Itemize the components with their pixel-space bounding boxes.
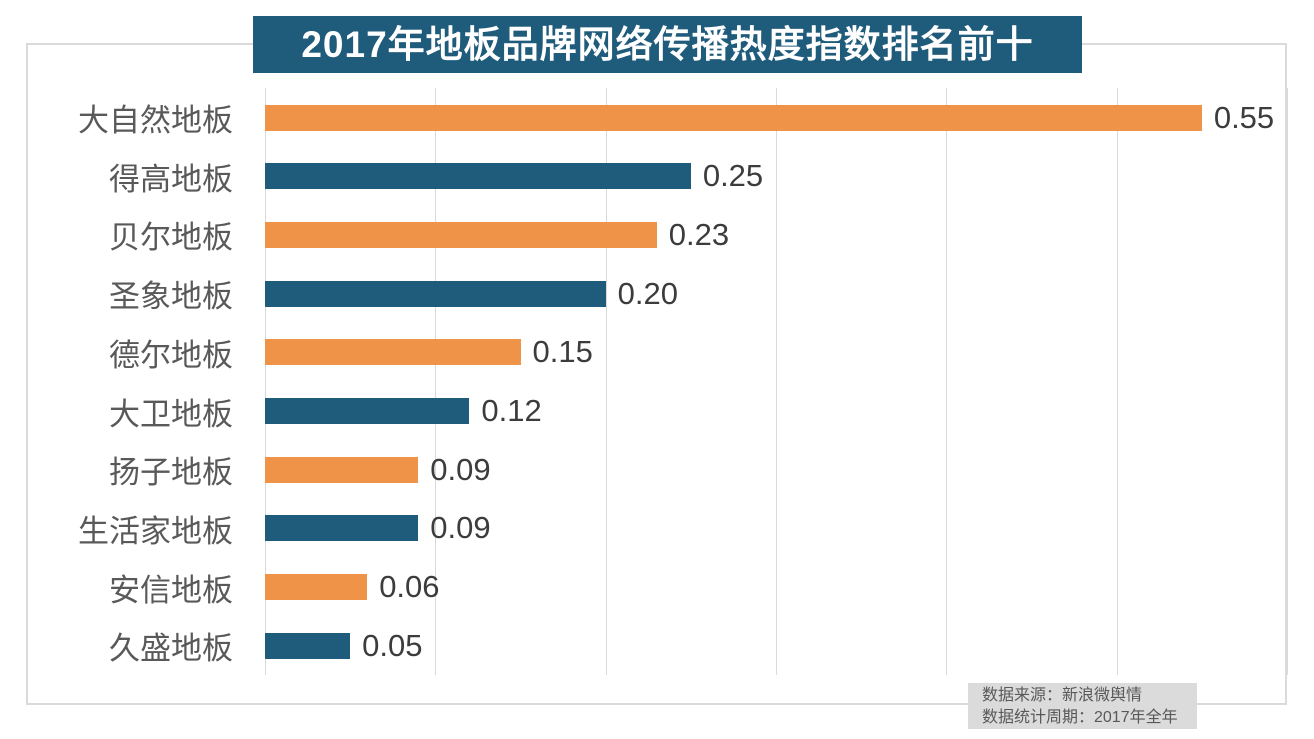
source-note-box: 数据来源：新浪微舆情 数据统计周期：2017年全年	[968, 683, 1197, 729]
chart-row: 生活家地板 0.09	[0, 499, 1314, 558]
bar-value-label: 0.23	[668, 216, 730, 252]
gridline	[435, 88, 437, 675]
gridline	[265, 88, 266, 675]
chart-row: 圣象地板 0.20	[0, 264, 1314, 323]
gridline	[946, 88, 948, 675]
category-label: 久盛地板	[109, 631, 233, 667]
chart-row: 久盛地板 0.05	[0, 616, 1314, 675]
chart-title: 2017年地板品牌网络传播热度指数排名前十	[253, 16, 1082, 73]
bar	[265, 574, 368, 601]
category-label: 扬子地板	[109, 455, 233, 491]
category-label: 得高地板	[109, 161, 233, 197]
bar-value-label: 0.55	[1213, 99, 1275, 135]
category-label: 德尔地板	[109, 337, 233, 373]
bar	[265, 339, 521, 366]
bar-value-label: 0.09	[430, 451, 491, 487]
gridline	[776, 88, 777, 675]
chart-row: 德尔地板 0.15	[0, 323, 1314, 382]
bar	[265, 280, 606, 307]
bar	[265, 632, 351, 659]
category-label: 大卫地板	[109, 396, 233, 432]
category-label: 圣象地板	[109, 279, 233, 315]
gridline	[1287, 88, 1288, 675]
category-label: 贝尔地板	[109, 220, 233, 256]
bar-value-label: 0.06	[379, 569, 440, 605]
bar-value-label: 0.20	[617, 275, 678, 311]
bar-value-label: 0.05	[362, 627, 423, 663]
category-label: 生活家地板	[78, 513, 233, 549]
bar-value-label: 0.09	[430, 510, 491, 546]
bar	[265, 163, 691, 190]
chart-row: 扬子地板 0.09	[0, 440, 1314, 499]
category-label: 大自然地板	[78, 103, 233, 138]
bar-value-label: 0.25	[702, 158, 764, 194]
chart-row: 安信地板 0.06	[0, 558, 1314, 617]
bar	[265, 221, 657, 248]
bar-rows: 大自然地板 0.55 得高地板 0.25 贝尔地板 0.23 圣象地板 0.20 德尔地板 0.1…	[0, 88, 1314, 675]
bar	[265, 456, 419, 483]
bar	[265, 515, 419, 542]
bar	[265, 104, 1202, 131]
chart-row: 大卫地板 0.12	[0, 382, 1314, 441]
gridline	[1116, 88, 1118, 675]
gridlines	[265, 88, 1288, 675]
source-note-line: 数据来源：新浪微舆情	[982, 687, 1143, 704]
category-label: 安信地板	[109, 572, 233, 608]
period-note-line: 数据统计周期：2017年全年	[982, 709, 1178, 726]
gridline	[605, 88, 607, 675]
bar	[265, 398, 470, 424]
chart-row: 大自然地板 0.55	[0, 88, 1314, 147]
bar-value-label: 0.12	[481, 393, 542, 428]
chart-row: 得高地板 0.25	[0, 147, 1314, 206]
bar-value-label: 0.15	[532, 334, 593, 370]
chart-row: 贝尔地板 0.23	[0, 205, 1314, 264]
